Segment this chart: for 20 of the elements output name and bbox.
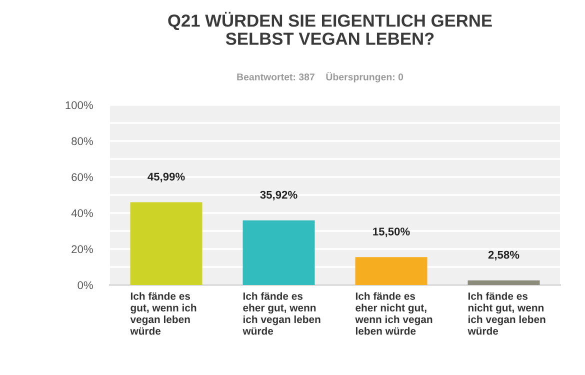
bar [468,280,540,285]
y-tick-label: 0% [78,281,93,290]
chart-subtitle: Beantwortet: 387 Übersprungen: 0 [237,72,404,82]
bar [242,220,315,285]
y-tick-label: 100% [66,101,93,110]
y-tick-label: 20% [72,245,93,254]
data-label: 15,50% [373,228,410,238]
y-tick-label: 40% [71,209,93,218]
y-tick-label: 80% [72,137,93,146]
chart-title: Q21 WÜRDEN SIE EIGENTLICH GERNE SELBST VEGAN LEBEN? [168,12,492,45]
x-tick-label: Ich fände es eher nicht gut, wenn ich vegan leben würde [355,292,432,335]
data-label: 35,92% [260,190,298,200]
x-tick-label: Ich fände es nicht gut, wenn ich vegan leben würde [468,292,546,335]
x-tick-label: Ich fände es eher gut, wenn ich vegan leben würde [242,292,320,335]
x-tick-label: Ich fände es gut, wenn ich vegan leben würde [130,292,196,335]
data-label: 2,58% [488,250,520,260]
bar [130,202,202,285]
bar [355,257,428,285]
y-tick-label: 60% [72,173,93,182]
data-label: 45,99% [148,172,185,182]
